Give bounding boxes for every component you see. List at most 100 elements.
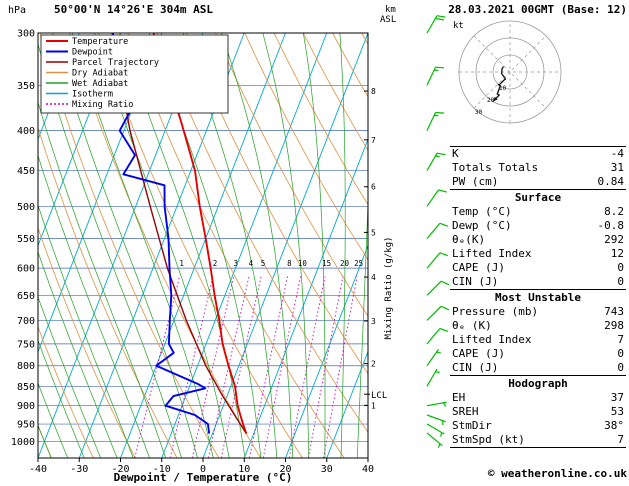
sounding-profiles-layer: [107, 33, 248, 434]
km-axis-label: km: [385, 5, 396, 15]
axis-labels-layer: 3003504004505005506006507007508008509009…: [11, 29, 376, 476]
wind-barb: [426, 414, 447, 425]
wind-barb: [426, 152, 446, 171]
index-label: Pressure (mb): [452, 305, 539, 318]
pressure-tick-label: 650: [17, 291, 35, 302]
km-tick-label: 2: [371, 360, 376, 369]
index-value: 292: [604, 233, 624, 246]
index-label: K: [452, 147, 459, 160]
temperature-curve: [152, 33, 248, 434]
pressure-unit-label: hPa: [8, 5, 26, 16]
pressure-tick-label: 900: [17, 401, 35, 412]
pressure-tick-label: 950: [17, 420, 35, 431]
wind-barb: [426, 368, 440, 387]
mixing-ratio-value: 4: [249, 259, 254, 268]
index-row: Lifted Index 7: [450, 333, 626, 347]
index-row: StmSpd (kt) 7: [450, 433, 626, 447]
index-row: Dewp (°C) -0.8: [450, 219, 626, 233]
index-row: SREH 53: [450, 405, 626, 419]
datetime-header: 28.03.2021 00GMT (Base: 12): [448, 3, 627, 16]
pressure-tick-label: 700: [17, 316, 35, 327]
right-panel: 28.03.2021 00GMT (Base: 12) kt 10 20 30 K -…: [448, 0, 629, 486]
index-value: 0: [617, 275, 624, 288]
temp-tick-label: 30: [321, 464, 333, 475]
pressure-tick-label: 600: [17, 264, 35, 275]
wind-barb-column: [426, 15, 450, 448]
pressure-tick-label: 800: [17, 361, 35, 372]
index-row: Temp (°C) 8.2: [450, 205, 626, 219]
index-label: StmSpd (kt): [452, 433, 525, 446]
pressure-tick-label: 400: [17, 126, 35, 137]
index-value: 0: [617, 361, 624, 374]
pressure-tick-label: 500: [17, 202, 35, 213]
index-value: 8.2: [604, 205, 624, 218]
indices-table: K -4 Totals Totals 31 PW (cm) 0.84 Surface Temp…: [450, 146, 626, 448]
index-value: 0: [617, 261, 624, 274]
hodograph-ring-label: 30: [475, 109, 483, 116]
wind-barb: [426, 280, 450, 296]
index-value: 0: [617, 347, 624, 360]
pressure-tick-label: 350: [17, 81, 35, 92]
mixing-ratio-value: 2: [213, 259, 218, 268]
index-label: Lifted Index: [452, 247, 532, 260]
index-value: 7: [617, 333, 624, 346]
temp-tick-label: 10: [238, 464, 250, 475]
wind-barb: [426, 15, 446, 34]
index-value: 31: [610, 161, 624, 174]
km-tick-label: 5: [371, 228, 376, 237]
index-value: -0.8: [597, 219, 625, 232]
wind-barb: [426, 305, 450, 321]
wind-barb: [426, 423, 445, 437]
dewpoint-curve: [107, 33, 211, 434]
chart-title: 50°00'N 14°26'E 304m ASL: [54, 3, 213, 16]
index-row: CAPE (J) 0: [450, 261, 626, 275]
index-value: 743: [604, 305, 624, 318]
temp-tick-label: -30: [70, 464, 88, 475]
lcl-label: LCL: [371, 391, 387, 401]
index-row: Totals Totals 31: [450, 161, 626, 175]
mixing-ratio-value: 15: [322, 259, 331, 268]
section-title: Most Unstable: [450, 289, 626, 305]
mixing-ratio-value: 10: [298, 259, 308, 268]
mixing-ratio-value: 20: [340, 259, 350, 268]
mixing-ratio-axis-label: Mixing Ratio (g/kg): [384, 237, 394, 340]
index-label: PW (cm): [452, 175, 499, 188]
hodograph-ring-label: 10: [499, 85, 507, 92]
index-row: StmDir 38°: [450, 419, 626, 433]
legend-label: Parcel Trajectory: [72, 58, 159, 68]
section-title: Surface: [450, 189, 626, 205]
index-row: K -4: [450, 147, 626, 161]
section-title: Hodograph: [450, 375, 626, 391]
index-label: Dewp (°C): [452, 219, 512, 232]
legend-label: Wet Adiabat: [72, 79, 128, 89]
legend-label: Dry Adiabat: [72, 69, 128, 79]
wind-barb: [426, 189, 447, 207]
index-label: Temp (°C): [452, 205, 512, 218]
mixing-ratio-value: 25: [354, 259, 363, 268]
index-label: θₑ (K): [452, 319, 492, 332]
index-value: -4: [610, 147, 624, 160]
km-tick-label: 6: [371, 183, 376, 192]
asl-axis-label: ASL: [380, 15, 396, 25]
pressure-tick-label: 550: [17, 234, 35, 245]
km-tick-label: 3: [371, 317, 376, 326]
copyright: © weatheronline.co.uk: [487, 467, 627, 480]
hodograph-arrow: [493, 96, 498, 102]
index-row: θₑ(K) 292: [450, 233, 626, 247]
index-value: 7: [617, 433, 624, 446]
index-label: StmDir: [452, 419, 492, 432]
index-label: θₑ(K): [452, 233, 486, 246]
index-value: 298: [604, 319, 624, 332]
wind-barb: [426, 401, 447, 407]
index-value: 12: [610, 247, 624, 260]
pressure-tick-label: 750: [17, 339, 35, 350]
index-value: 38°: [604, 419, 624, 432]
temp-tick-label: -40: [29, 464, 47, 475]
wind-barb: [426, 327, 449, 345]
index-label: EH: [452, 391, 466, 404]
wind-barb: [426, 432, 443, 448]
hodograph-ring-label: 20: [487, 97, 495, 104]
temp-tick-label: 20: [279, 464, 291, 475]
